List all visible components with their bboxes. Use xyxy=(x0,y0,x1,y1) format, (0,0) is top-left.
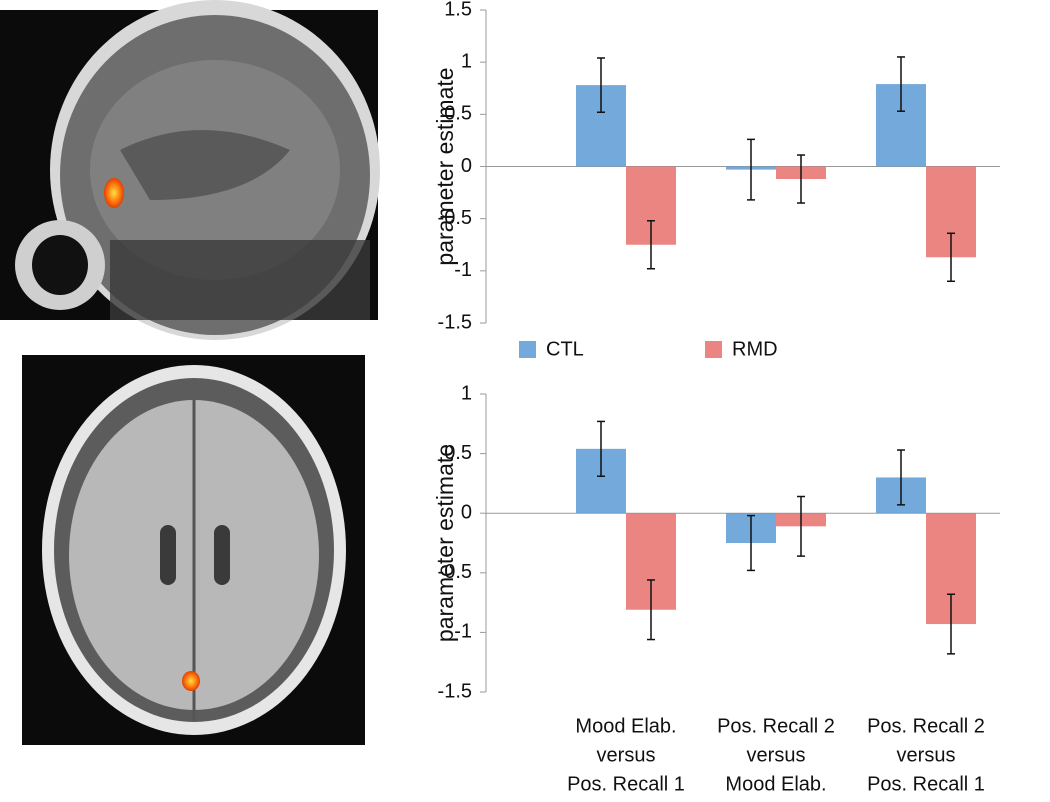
error-bar xyxy=(647,220,655,270)
error-bar xyxy=(897,449,905,506)
x-tick-label: Pos. Recall 1 xyxy=(567,773,685,795)
y-tick-label: -1.5 xyxy=(438,680,472,702)
error-bar xyxy=(747,514,755,572)
legend-label: RMD xyxy=(732,338,778,360)
error-bar xyxy=(797,495,805,557)
error-bar xyxy=(947,232,955,283)
error-bar xyxy=(797,154,805,204)
y-tick-label: -1.5 xyxy=(438,311,472,333)
error-bar xyxy=(597,420,605,477)
x-tick-label: versus xyxy=(897,744,956,766)
x-tick-label: Mood Elab. xyxy=(725,773,826,795)
y-axis-label: parameter estimate xyxy=(432,444,458,642)
y-tick-label: -0.5 xyxy=(438,207,472,229)
y-tick-label: -1 xyxy=(454,259,472,281)
x-tick-label: Mood Elab. xyxy=(575,715,676,737)
error-bar xyxy=(747,138,755,201)
y-tick-label: 1.5 xyxy=(444,0,472,20)
y-tick-label: 0 xyxy=(461,155,472,177)
error-bar xyxy=(597,57,605,113)
sagittal-scan xyxy=(0,0,380,340)
axial-scan xyxy=(22,355,365,745)
y-tick-label: 0.5 xyxy=(444,103,472,125)
x-tick-label: Pos. Recall 2 xyxy=(867,715,985,737)
y-tick-label: 0.5 xyxy=(444,442,472,464)
y-tick-label: -1 xyxy=(454,621,472,643)
x-tick-label: Pos. Recall 2 xyxy=(717,715,835,737)
y-tick-label: 1 xyxy=(461,382,472,404)
legend-label: CTL xyxy=(546,338,584,360)
y-tick-label: -0.5 xyxy=(438,561,472,583)
error-bar xyxy=(947,593,955,655)
x-tick-label: versus xyxy=(597,744,656,766)
x-tick-label: Pos. Recall 1 xyxy=(867,773,985,795)
error-bar xyxy=(647,579,655,641)
y-tick-label: 1 xyxy=(461,50,472,72)
error-bar xyxy=(897,56,905,112)
y-tick-label: 0 xyxy=(461,501,472,523)
x-tick-label: versus xyxy=(747,744,806,766)
y-axis-label: parameter estimate xyxy=(432,67,458,265)
legend-swatch xyxy=(705,341,722,358)
legend-swatch xyxy=(519,341,536,358)
